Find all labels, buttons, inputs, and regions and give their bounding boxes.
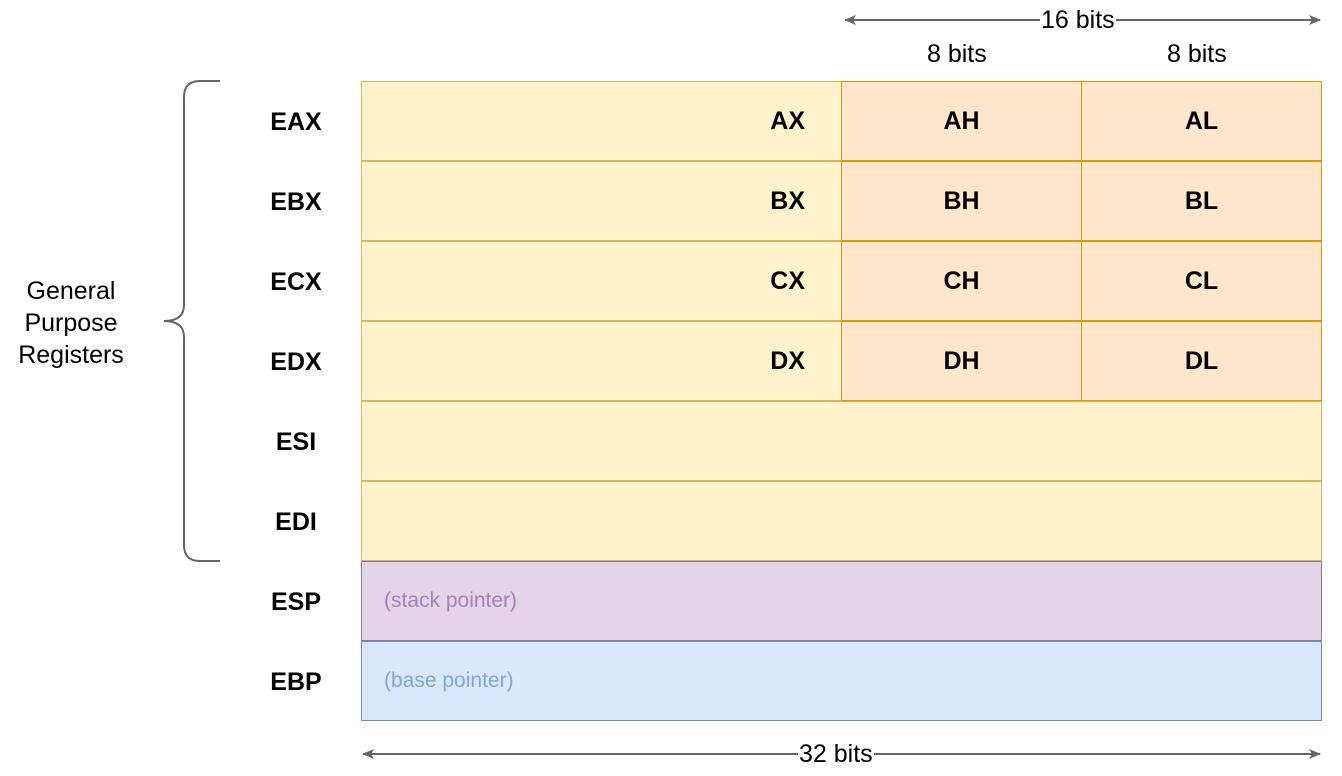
register-row-ebp: (base pointer)	[361, 641, 1322, 721]
register-16bit-bx: BX	[770, 187, 805, 215]
register-label-eax: EAX	[270, 108, 322, 136]
register-byte-bh: BH	[841, 161, 1082, 241]
register-byte-dl: DL	[1081, 321, 1322, 401]
base-pointer-note: (base pointer)	[384, 669, 514, 692]
register-label-esp: ESP	[270, 588, 322, 616]
brace-label-line-1: General	[26, 277, 116, 305]
general-purpose-registers-label: General Purpose Registers	[0, 275, 151, 371]
register-16bit-dx: DX	[770, 347, 805, 375]
register-byte-ah: AH	[841, 81, 1082, 161]
register-label-ecx: ECX	[270, 268, 322, 296]
register-row-eax: AX	[361, 81, 842, 161]
label-8-bits-high: 8 bits	[926, 40, 988, 69]
register-row-esp: (stack pointer)	[361, 561, 1322, 641]
stack-pointer-note: (stack pointer)	[384, 589, 518, 612]
register-row-edx: DX	[361, 321, 842, 401]
register-byte-al: AL	[1081, 81, 1322, 161]
register-label-esi: ESI	[275, 428, 317, 456]
register-row-esi	[361, 401, 1322, 481]
register-byte-bl: BL	[1081, 161, 1322, 241]
brace-label-line-3: Registers	[18, 341, 124, 369]
register-label-edi: EDI	[275, 508, 317, 536]
register-16bit-cx: CX	[770, 267, 805, 295]
register-byte-dh: DH	[841, 321, 1082, 401]
label-32-bits: 32 bits	[798, 740, 874, 769]
register-byte-ch: CH	[841, 241, 1082, 321]
label-8-bits-low: 8 bits	[1166, 40, 1228, 69]
register-label-ebp: EBP	[270, 668, 322, 696]
register-row-ecx: CX	[361, 241, 842, 321]
register-16bit-ax: AX	[770, 107, 805, 135]
register-row-edi	[361, 481, 1322, 561]
general-purpose-brace	[163, 80, 220, 562]
register-byte-cl: CL	[1081, 241, 1322, 321]
register-label-edx: EDX	[270, 348, 322, 376]
label-16-bits: 16 bits	[1040, 6, 1116, 35]
register-row-ebx: BX	[361, 161, 842, 241]
register-label-ebx: EBX	[270, 188, 322, 216]
brace-label-line-2: Purpose	[24, 309, 118, 337]
